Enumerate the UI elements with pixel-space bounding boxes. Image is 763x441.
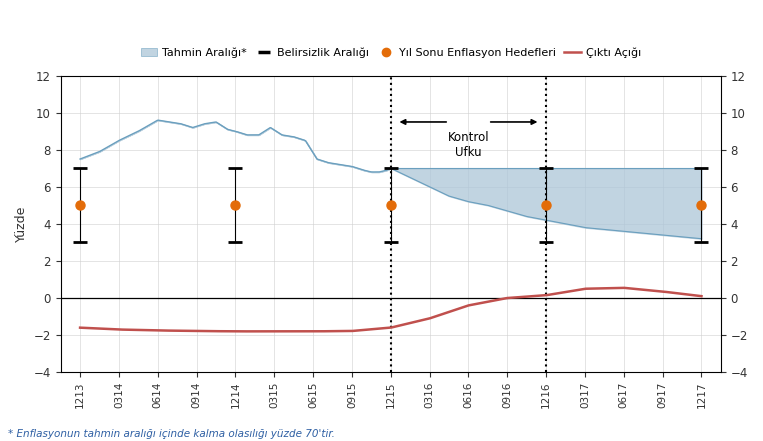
Text: * Enflasyonun tahmin aralığı içinde kalma olasılığı yüzde 70'tir.: * Enflasyonun tahmin aralığı içinde kalm… — [8, 429, 334, 439]
Legend: Tahmin Aralığı*, Belirsizlik Aralığı, Yıl Sonu Enflasyon Hedefleri, Çıktı Açığı: Tahmin Aralığı*, Belirsizlik Aralığı, Yı… — [137, 43, 645, 62]
Text: Kontrol
Ufku: Kontrol Ufku — [448, 131, 489, 159]
Y-axis label: Yüzde: Yüzde — [15, 206, 28, 242]
